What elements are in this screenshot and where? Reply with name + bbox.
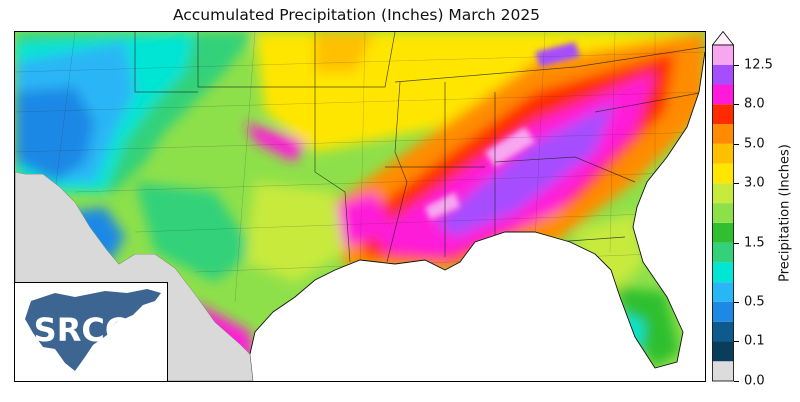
colorbar-segment	[712, 222, 734, 243]
colorbar-segment	[712, 45, 734, 65]
colorbar-frame	[712, 44, 734, 382]
colorbar-tick-label: 1.5	[744, 235, 765, 251]
colorbar-segment	[712, 341, 734, 362]
colorbar-tick-label: 8.0	[744, 96, 765, 112]
colorbar-label: Precipitation (Inches)	[777, 144, 793, 282]
map-title: Accumulated Precipitation (Inches) March…	[172, 6, 541, 24]
colorbar-tick-mark	[734, 64, 739, 66]
region-silhouette	[25, 289, 161, 371]
colorbar-extend-triangle	[712, 31, 734, 46]
colorbar-tick-mark	[734, 143, 739, 145]
colorbar-segment	[712, 124, 734, 144]
colorbar-segment	[712, 64, 734, 85]
colorbar-segment	[712, 183, 734, 204]
colorbar-tick-label: 0.5	[744, 294, 765, 310]
colorbar-tick-mark	[734, 242, 739, 244]
colorbar-tick-mark	[734, 381, 739, 382]
colorbar-segment	[712, 361, 734, 381]
colorbar-segment	[712, 143, 734, 164]
colorbar-segment	[712, 84, 734, 105]
colorbar-tick-mark	[734, 341, 739, 343]
colorbar-tick-label: 0.1	[744, 333, 765, 349]
colorbar-tick-mark	[734, 301, 739, 303]
colorbar-segment	[712, 104, 734, 125]
colorbar-segment	[712, 203, 734, 223]
colorbar-tick-label: 3.0	[744, 175, 765, 191]
colorbar-tick-label: 5.0	[744, 136, 765, 152]
colorbar-segment	[712, 321, 734, 342]
colorbar-tick-mark	[734, 104, 739, 106]
colorbar-segment	[712, 163, 734, 184]
colorbar-segment	[712, 301, 734, 322]
colorbar-tick-label: 0.0	[744, 373, 765, 389]
precipitation-colorbar	[712, 31, 734, 382]
colorbar-segment	[712, 262, 734, 283]
colorbar-segment	[712, 282, 734, 302]
colorbar-tick-mark	[734, 183, 739, 185]
colorbar-tick-label: 12.5	[744, 57, 773, 73]
srcc-logo-text: SRCC	[34, 311, 129, 349]
srcc-logo: SRCC	[14, 282, 168, 382]
colorbar-segment	[712, 242, 734, 263]
